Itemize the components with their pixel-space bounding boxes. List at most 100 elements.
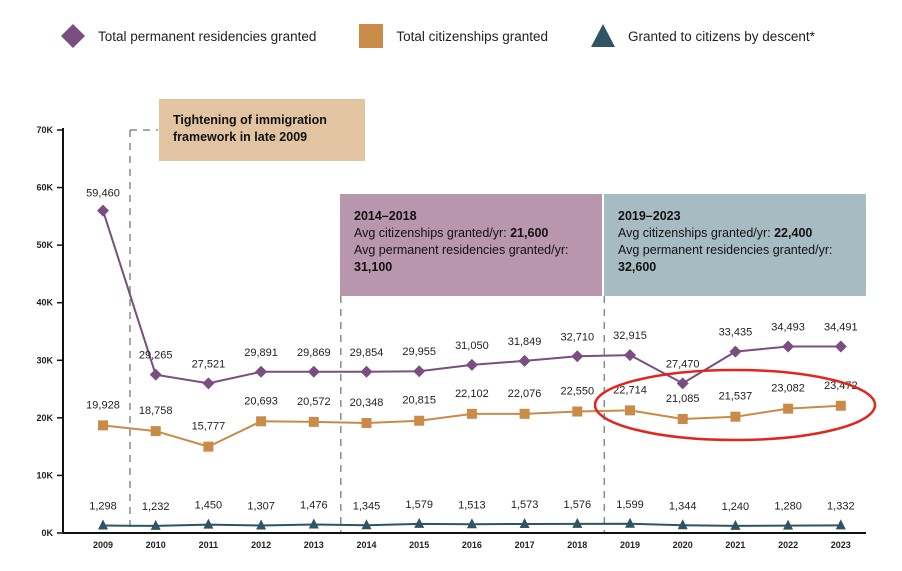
data-point-square [150, 426, 161, 437]
box-line-citizenships: Avg citizenships granted/yr: 22,400 [618, 225, 852, 242]
data-label: 23,082 [771, 383, 805, 395]
data-point-diamond [97, 204, 109, 217]
x-tick-label: 2014 [356, 540, 376, 550]
x-tick-label: 2018 [567, 540, 587, 550]
data-point-diamond [307, 365, 320, 378]
data-point-diamond [255, 365, 268, 378]
x-tick-label: 2010 [146, 540, 166, 550]
box-line-value: 21,600 [510, 226, 549, 240]
box-title: 2019–2023 [618, 209, 681, 223]
data-label: 15,777 [192, 421, 226, 433]
data-point-triangle [308, 518, 319, 529]
data-label: 29,891 [244, 347, 278, 359]
x-tick-label: 2017 [515, 540, 535, 550]
x-tick-label: 2016 [462, 540, 482, 550]
data-label: 1,513 [458, 499, 486, 511]
data-point-diamond [782, 340, 795, 353]
data-point-triangle [835, 519, 846, 530]
box-line-value: 22,400 [774, 226, 813, 240]
data-label: 22,714 [613, 384, 647, 396]
data-point-square [203, 441, 214, 452]
data-point-square [677, 414, 688, 425]
data-point-triangle [625, 517, 635, 528]
y-tick-label: 0K [41, 528, 53, 538]
data-label: 1,345 [353, 500, 381, 512]
data-label: 1,232 [142, 501, 170, 513]
box-line-label: Avg permanent residencies granted/yr: [618, 243, 833, 257]
data-point-diamond [676, 377, 689, 390]
data-point-square [414, 415, 425, 426]
data-point-square [361, 418, 372, 429]
data-label: 31,849 [508, 336, 542, 348]
x-tick-label: 2012 [251, 540, 271, 550]
data-label: 23,472 [824, 380, 858, 392]
x-tick-label: 2019 [620, 540, 640, 550]
data-point-triangle [150, 519, 161, 530]
data-label: 1,307 [247, 500, 275, 512]
y-tick-label: 70K [36, 125, 53, 135]
data-label: 31,050 [455, 340, 489, 352]
data-label: 21,537 [719, 391, 753, 403]
data-point-triangle [783, 519, 794, 530]
y-tick-label: 60K [36, 183, 53, 193]
data-point-square [98, 420, 108, 431]
data-point-square [256, 416, 267, 427]
callout-immigration-tightening: Tightening of immigration framework in l… [159, 99, 365, 161]
data-label: 1,476 [300, 500, 328, 512]
data-label: 19,928 [86, 399, 120, 411]
x-tick-label: 2021 [725, 540, 745, 550]
data-point-diamond [834, 340, 847, 353]
y-tick-label: 50K [36, 240, 53, 250]
legend-item-citizenships: Total citizenships granted [358, 23, 548, 49]
data-point-triangle [361, 519, 372, 530]
data-label: 32,710 [560, 331, 594, 343]
legend-label: Total permanent residencies granted [98, 28, 317, 44]
data-label: 29,265 [139, 350, 173, 362]
data-point-square [835, 400, 846, 411]
data-point-triangle [677, 519, 688, 530]
data-label: 33,435 [719, 327, 753, 339]
data-label: 22,550 [560, 386, 594, 398]
data-label: 34,493 [771, 321, 805, 333]
data-label: 59,460 [86, 188, 120, 200]
data-label: 20,348 [350, 397, 384, 409]
data-label: 27,470 [666, 358, 700, 370]
data-label: 22,076 [508, 388, 542, 400]
box-line-citizenships: Avg citizenships granted/yr: 21,600 [354, 225, 588, 242]
data-label: 1,332 [827, 500, 855, 512]
data-label: 1,450 [195, 500, 223, 512]
chart-legend: Total permanent residencies granted Tota… [60, 20, 857, 52]
data-point-triangle [256, 519, 267, 530]
data-point-diamond [624, 349, 636, 362]
legend-item-permanent-residencies: Total permanent residencies granted [60, 23, 316, 49]
box-line-residencies: Avg permanent residencies granted/yr: 32… [618, 242, 852, 276]
box-line-label: Avg citizenships granted/yr: [354, 226, 511, 240]
data-label: 29,869 [297, 347, 331, 359]
box-line-value: 31,100 [354, 260, 393, 274]
data-point-diamond [413, 365, 426, 378]
x-tick-label: 2023 [831, 540, 851, 550]
x-tick-label: 2015 [409, 540, 429, 550]
data-label: 1,573 [511, 499, 539, 511]
data-point-square [308, 416, 319, 427]
data-label: 1,344 [669, 500, 697, 512]
data-label: 22,102 [455, 388, 489, 400]
summary-box-2014-2018: 2014–2018 Avg citizenships granted/yr: 2… [340, 194, 602, 296]
data-label: 1,298 [89, 501, 117, 513]
data-point-square [783, 403, 794, 414]
legend-label: Granted to citizens by descent* [627, 28, 815, 44]
data-label: 27,521 [192, 358, 226, 370]
box-line-value: 32,600 [618, 260, 657, 274]
diamond-icon [61, 24, 85, 48]
data-point-triangle [730, 519, 741, 530]
box-line-label: Avg citizenships granted/yr: [618, 226, 775, 240]
data-label: 1,599 [616, 499, 644, 511]
data-point-triangle [98, 519, 108, 530]
y-tick-label: 30K [36, 355, 53, 365]
data-point-triangle [519, 517, 530, 528]
summary-box-2019-2023: 2019–2023 Avg citizenships granted/yr: 2… [604, 194, 866, 296]
data-label: 29,854 [350, 347, 384, 359]
data-point-triangle [414, 517, 425, 528]
data-point-square [519, 408, 530, 419]
